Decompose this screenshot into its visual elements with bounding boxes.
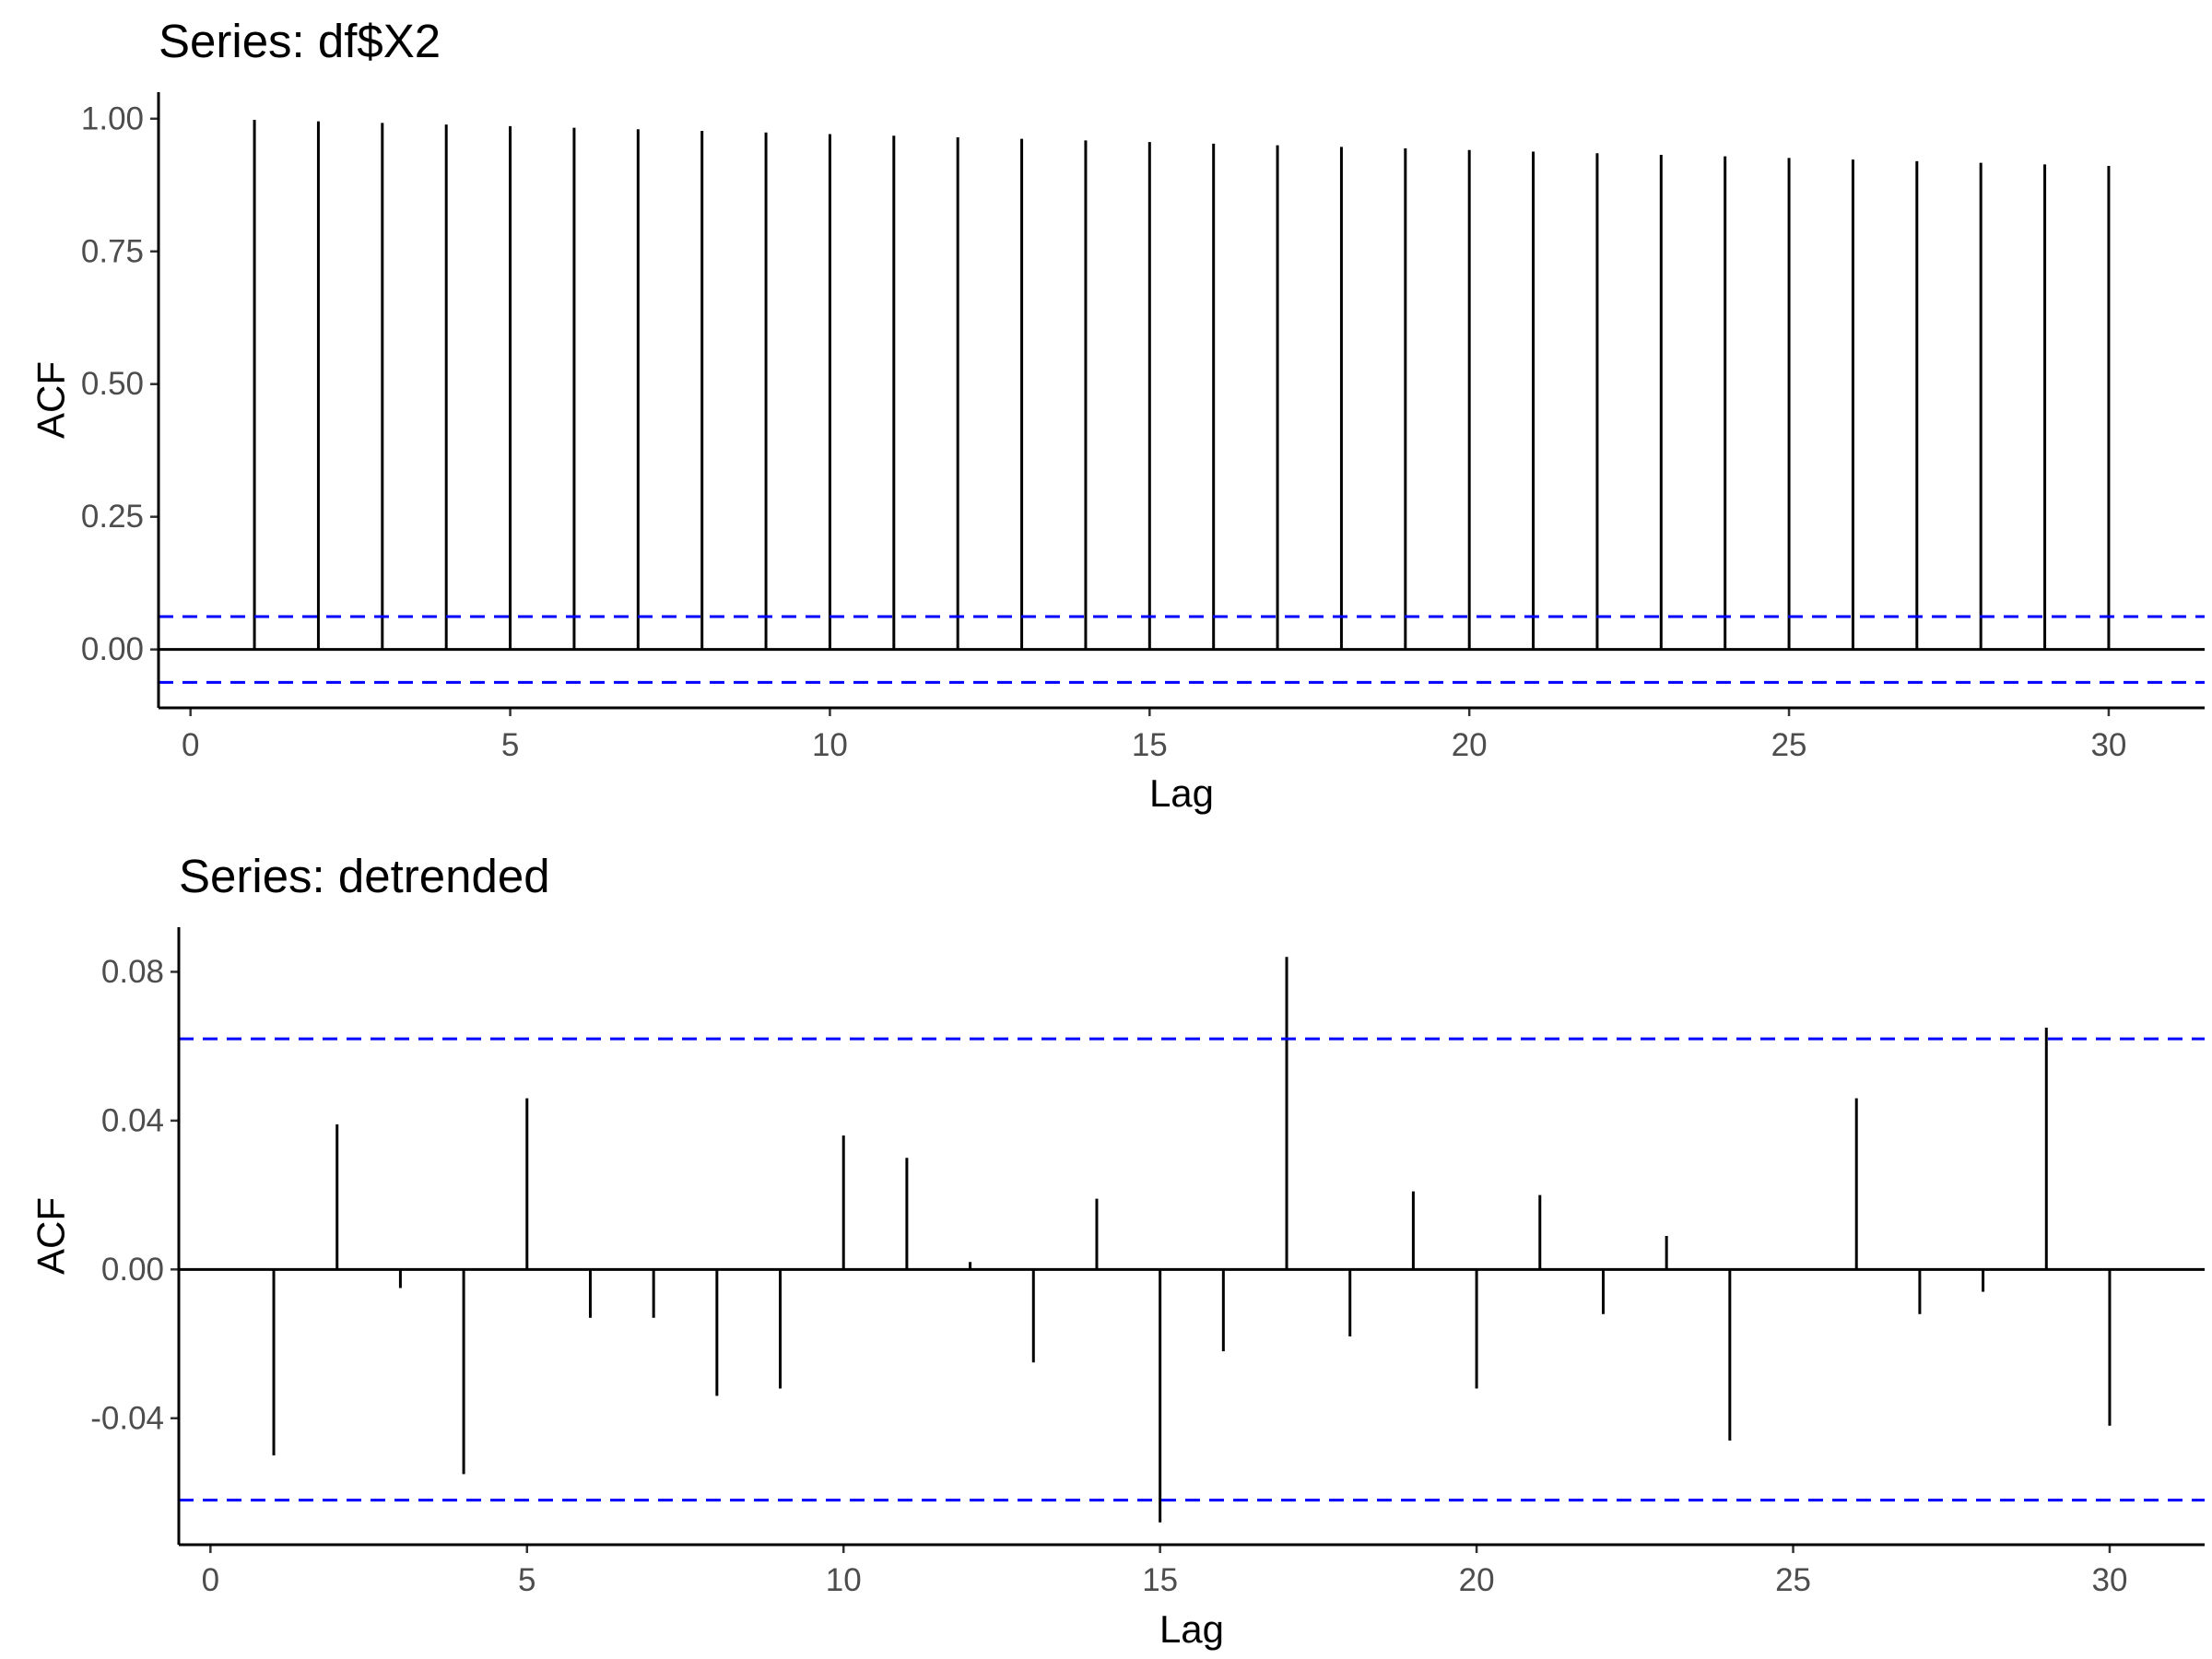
y-tick-label: 1.00 [81,100,144,136]
x-tick-label: 30 [2090,727,2126,763]
y-tick-label: 0.75 [81,233,144,269]
x-tick-label: 15 [1132,727,1168,763]
acf-panel-df-x2: Series: df$X2 ACF Lag 0.00 0.25 0.50 0.75 1.00 0… [29,15,2205,815]
x-tick-label: 5 [501,727,519,763]
chart-title: Series: df$X2 [159,15,441,67]
x-tick-label: 30 [2092,1562,2128,1598]
acf-panel-detrended: Series: detrended ACF Lag -0.04 0.00 0.04 0.08… [29,850,2205,1651]
y-tick-label: 0.04 [101,1102,164,1138]
x-tick-label: 25 [1775,1562,1811,1598]
x-tick-label: 10 [826,1562,862,1598]
x-tick-label: 20 [1459,1562,1495,1598]
y-tick-label: 0.50 [81,366,144,402]
x-axis-title: Lag [1149,771,1214,815]
chart-title: Series: detrended [179,850,550,902]
y-tick-label: 0.08 [101,954,164,990]
x-axis-title: Lag [1159,1607,1224,1651]
x-tick-label: 0 [202,1562,219,1598]
x-tick-label: 10 [812,727,848,763]
x-tick-label: 0 [182,727,199,763]
y-axis-title: ACF [29,361,73,439]
y-tick-label: -0.04 [90,1400,164,1436]
x-tick-label: 15 [1142,1562,1178,1598]
y-tick-label: 0.25 [81,499,144,535]
y-tick-label: 0.00 [81,631,144,667]
y-tick-label: 0.00 [101,1252,164,1288]
x-tick-label: 5 [518,1562,535,1598]
y-axis-title: ACF [29,1197,73,1275]
x-tick-label: 25 [1771,727,1807,763]
x-tick-label: 20 [1452,727,1488,763]
